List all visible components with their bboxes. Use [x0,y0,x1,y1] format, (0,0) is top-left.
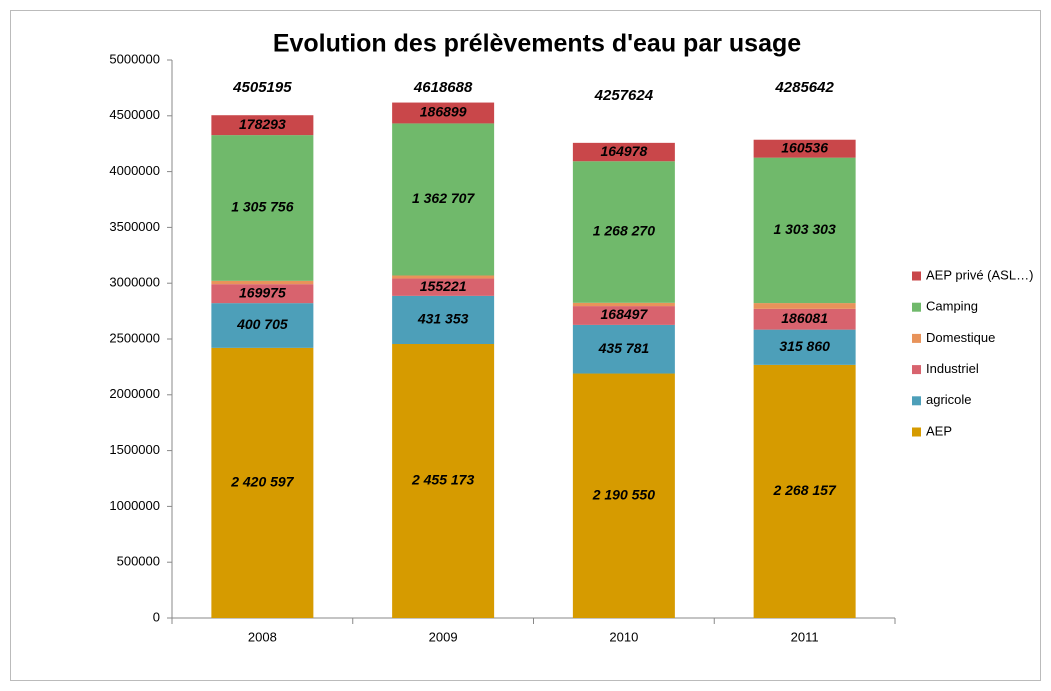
data-label: 315 860 [779,338,830,354]
y-tick-label: 3000000 [109,275,160,290]
legend-swatch [912,427,921,437]
bar-segment [392,102,495,124]
bar-segment [392,278,495,296]
bar-segment [572,161,675,303]
bar-segment [753,308,856,330]
data-label: 435 781 [598,340,650,356]
bar-segment [753,329,856,365]
bar-segment [392,275,495,279]
data-label: 1 305 756 [231,199,293,215]
total-label: 4505195 [232,79,292,96]
data-label: 400 705 [236,316,288,332]
data-label: 1 268 270 [593,223,655,239]
legend-swatch [912,333,921,343]
bar-segment [392,123,495,276]
legend-label: Domestique [926,330,995,345]
data-label: 169975 [239,284,286,300]
data-label: 1 362 707 [412,190,475,206]
data-label: 155221 [420,278,467,294]
bar-segment [211,303,314,348]
x-tick-label: 2009 [429,629,458,644]
legend-label: agricole [926,392,972,407]
data-label: 431 353 [417,311,469,327]
y-tick-label: 5000000 [109,51,160,66]
chart-title: Evolution des prélèvements d'eau par usa… [273,30,801,58]
bar-segment [572,373,675,618]
x-tick-label: 2010 [609,629,638,644]
bar-segment [572,142,675,162]
y-tick-label: 500000 [117,554,160,569]
y-tick-label: 1000000 [109,498,160,513]
bar-segment [211,280,314,285]
x-tick-label: 2008 [248,629,277,644]
data-label: 2 455 173 [411,472,474,488]
legend-label: Industriel [926,361,979,376]
bar-segment [572,306,675,325]
bar-segment [211,115,314,136]
data-label: 186081 [781,310,828,326]
bar-segment [572,302,675,307]
data-label: 178293 [239,116,286,132]
y-tick-label: 4000000 [109,163,160,178]
y-tick-label: 2000000 [109,386,160,401]
legend-swatch [912,302,921,312]
y-tick-label: 0 [153,609,160,624]
y-tick-label: 2500000 [109,330,160,345]
bar-segment [753,157,856,304]
data-label: 2 268 157 [772,482,836,498]
bar-segment [211,135,314,281]
y-tick-label: 1500000 [109,442,160,457]
bar-segment [392,295,495,345]
bar-segment [753,303,856,309]
bar-segment [753,364,856,618]
data-label: 2 420 597 [230,474,294,490]
y-tick-label: 3500000 [109,219,160,234]
legend-label: Camping [926,299,978,314]
legend-swatch [912,396,921,406]
bar-segment [211,347,314,618]
y-tick-label: 4500000 [109,107,160,122]
bar-segment [392,344,495,618]
legend-label: AEP privé (ASL…) [926,267,1033,282]
data-label: 186899 [420,104,467,120]
x-tick-label: 2011 [791,629,819,644]
legend-swatch [912,271,921,281]
chart-frame [10,10,1041,681]
data-label: 1 303 303 [773,221,835,237]
legend-swatch [912,365,921,375]
data-label: 164978 [601,143,648,159]
data-label: 160536 [781,139,828,155]
bar-segment [572,324,675,374]
legend-label: AEP [926,423,952,438]
data-label: 2 190 550 [592,486,655,502]
total-label: 4257624 [594,87,654,104]
bar-segment [753,139,856,158]
data-label: 168497 [601,306,649,322]
total-label: 4618688 [413,79,473,96]
bar-segment [211,284,314,304]
total-label: 4285642 [774,79,834,96]
